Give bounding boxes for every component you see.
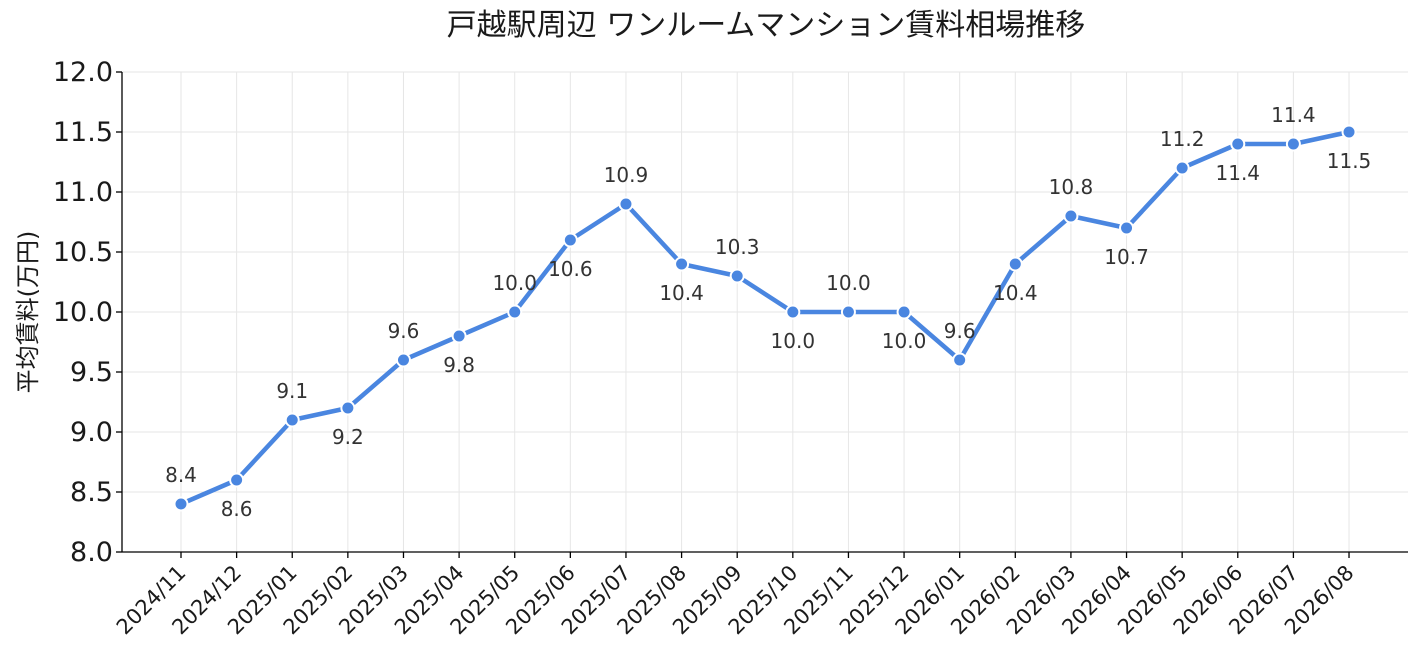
- data-label: 10.0: [771, 329, 816, 353]
- data-label: 10.6: [548, 257, 593, 281]
- data-point: [618, 196, 634, 212]
- series-line: [178, 129, 1352, 507]
- y-tick-label: 11.5: [53, 117, 113, 148]
- data-point: [395, 352, 411, 368]
- data-label: 11.2: [1160, 127, 1205, 151]
- y-tick-label: 8.5: [70, 477, 113, 508]
- data-point: [1285, 136, 1301, 152]
- data-point: [451, 328, 467, 344]
- chart-title: 戸越駅周辺 ワンルームマンション賃料相場推移: [447, 8, 1086, 43]
- y-tick-label: 9.0: [70, 417, 113, 448]
- data-label: 10.0: [492, 271, 537, 295]
- data-point: [674, 256, 690, 272]
- data-label: 8.4: [165, 463, 197, 487]
- x-axis-ticks: 2024/112024/122025/012025/022025/032025/…: [112, 552, 1359, 639]
- data-label: 9.1: [276, 379, 308, 403]
- data-labels: 8.4 8.6 9.1 9.2 9.6 9.8 10.0 10.6 10.9 10.4 10.3 10…: [165, 103, 1371, 521]
- y-tick-label: 12.0: [53, 57, 113, 88]
- data-label: 10.0: [882, 329, 927, 353]
- data-point: [952, 352, 968, 368]
- data-point: [173, 496, 189, 512]
- y-axis-ticks: 8.0 8.5 9.0 9.5 10.0 10.5 11.0 11.5 12.0: [53, 57, 122, 568]
- data-point: [507, 304, 523, 320]
- grid-lines: [122, 71, 1408, 553]
- data-label: 11.4: [1216, 161, 1261, 185]
- y-tick-label: 10.0: [53, 297, 113, 328]
- data-point: [340, 400, 356, 416]
- data-label: 10.4: [993, 281, 1038, 305]
- data-point: [1063, 208, 1079, 224]
- data-point: [1341, 124, 1357, 140]
- data-label: 9.2: [332, 425, 364, 449]
- data-label: 8.6: [221, 497, 253, 521]
- data-point: [284, 412, 300, 428]
- data-label: 10.8: [1049, 175, 1094, 199]
- data-point: [840, 304, 856, 320]
- data-point: [1007, 256, 1023, 272]
- data-label: 11.4: [1271, 103, 1316, 127]
- data-point: [1230, 136, 1246, 152]
- data-label: 9.8: [443, 353, 475, 377]
- y-tick-label: 8.0: [70, 537, 113, 568]
- data-label: 9.6: [388, 319, 420, 343]
- data-point: [1119, 220, 1135, 236]
- data-label: 11.5: [1327, 149, 1372, 173]
- data-label: 9.6: [944, 319, 976, 343]
- data-point: [562, 232, 578, 248]
- data-label: 10.4: [659, 281, 704, 305]
- y-axis-label: 平均賃料(万円): [14, 231, 42, 394]
- data-point: [229, 472, 245, 488]
- data-label: 10.7: [1104, 245, 1149, 269]
- y-tick-label: 11.0: [53, 177, 113, 208]
- data-label: 10.9: [604, 163, 649, 187]
- data-point: [1174, 160, 1190, 176]
- data-points: [173, 124, 1357, 512]
- data-label: 10.3: [715, 235, 760, 259]
- data-point: [896, 304, 912, 320]
- data-label: 10.0: [826, 271, 871, 295]
- y-tick-label: 10.5: [53, 237, 113, 268]
- data-point: [785, 304, 801, 320]
- y-tick-label: 9.5: [70, 357, 113, 388]
- data-point: [729, 268, 745, 284]
